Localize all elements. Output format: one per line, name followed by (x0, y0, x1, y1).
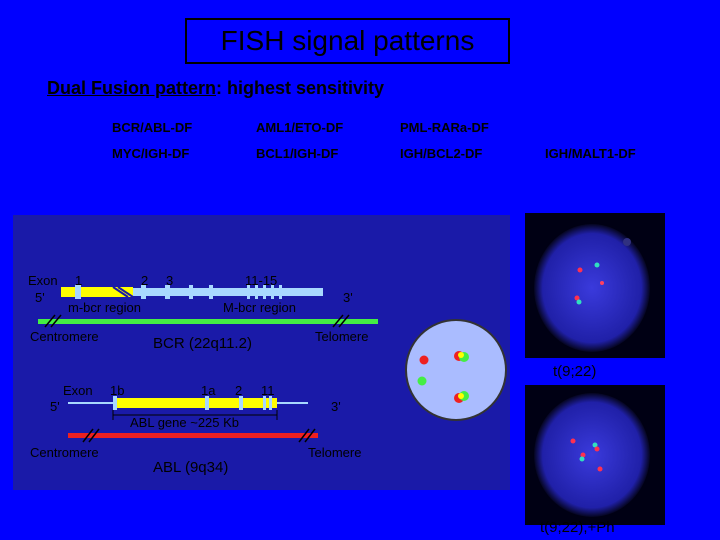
bcr-gene-label: BCR (22q11.2) (153, 335, 252, 352)
bcr-M-bcr-region: M-bcr region (223, 300, 296, 315)
micrograph-1-svg (534, 224, 650, 352)
abl-exon-11: 11 (261, 383, 275, 398)
micrograph-1-caption: t(9;22) (553, 363, 597, 380)
signal-red (419, 355, 429, 365)
bcr-exon-blocks (75, 285, 282, 299)
bcr-centromere: Centromere (30, 329, 99, 344)
fish-micrograph-1 (525, 213, 665, 358)
micrograph-2-caption: t(9;22),+Ph (540, 519, 615, 536)
abl-exon-label: Exon (63, 383, 93, 398)
bcr-m-bcr-region: m-bcr region (68, 300, 141, 315)
probe-bcl1-igh: BCL1/IGH-DF (256, 146, 339, 161)
page-title: FISH signal patterns (220, 25, 475, 56)
probe-aml1-eto: AML1/ETO-DF (256, 120, 344, 135)
title-box: FISH signal patterns (185, 18, 510, 64)
abl-gene-bar (113, 398, 277, 408)
signal-green (417, 376, 427, 386)
signal-fusion-2 (454, 391, 469, 403)
bcr-exon-label: Exon (28, 273, 58, 288)
abl-gene-span: ABL gene ~225 Kb (130, 415, 239, 430)
abl-telomere: Telomere (308, 445, 361, 460)
abl-three-prime: 3' (331, 399, 341, 414)
subtitle-underlined: Dual Fusion pattern (47, 78, 217, 98)
probe-pml-rara: PML-RARa-DF (400, 120, 489, 135)
bcr-exon-1: 1 (75, 273, 82, 288)
abl-centromere: Centromere (30, 445, 99, 460)
bcr-yellow-segment (61, 287, 133, 297)
bcr-exon-3: 3 (166, 273, 173, 288)
signal-fusion-1 (454, 351, 469, 362)
probe-bcr-abl: BCR/ABL-DF (112, 120, 193, 135)
gene-diagram-svg: Exon 1 2 3 11-15 5' 3' m (28, 273, 507, 476)
probe-igh-malt1: IGH/MALT1-DF (545, 146, 636, 161)
abl-probe-bar (68, 433, 318, 438)
bcr-exon-11-15: 11-15 (245, 273, 277, 288)
abl-exon-1b: 1b (110, 383, 124, 398)
subtitle-rest: : highest sensitivity (216, 78, 385, 98)
abl-gene-label: ABL (9q34) (153, 459, 228, 476)
abl-exon-2: 2 (235, 383, 242, 398)
nucleus-circle (405, 319, 507, 421)
fish-micrograph-2 (525, 385, 665, 525)
abl-five-prime: 5' (50, 399, 60, 414)
abl-exon-1a: 1a (201, 383, 216, 398)
subtitle: Dual Fusion pattern: highest sensitivity (47, 78, 384, 99)
bcr-telomere: Telomere (315, 329, 368, 344)
micrograph-2-svg (534, 393, 650, 517)
bcr-three-prime: 3' (343, 290, 353, 305)
bcr-five-prime: 5' (35, 290, 45, 305)
probe-igh-bcl2: IGH/BCL2-DF (400, 146, 483, 161)
bcr-exon-2: 2 (141, 273, 148, 288)
bcr-probe-bar (38, 319, 378, 324)
abl-exon-blocks (113, 396, 272, 410)
gene-diagram-panel: Exon 1 2 3 11-15 5' 3' m (13, 215, 510, 490)
probe-myc-igh: MYC/IGH-DF (112, 146, 190, 161)
